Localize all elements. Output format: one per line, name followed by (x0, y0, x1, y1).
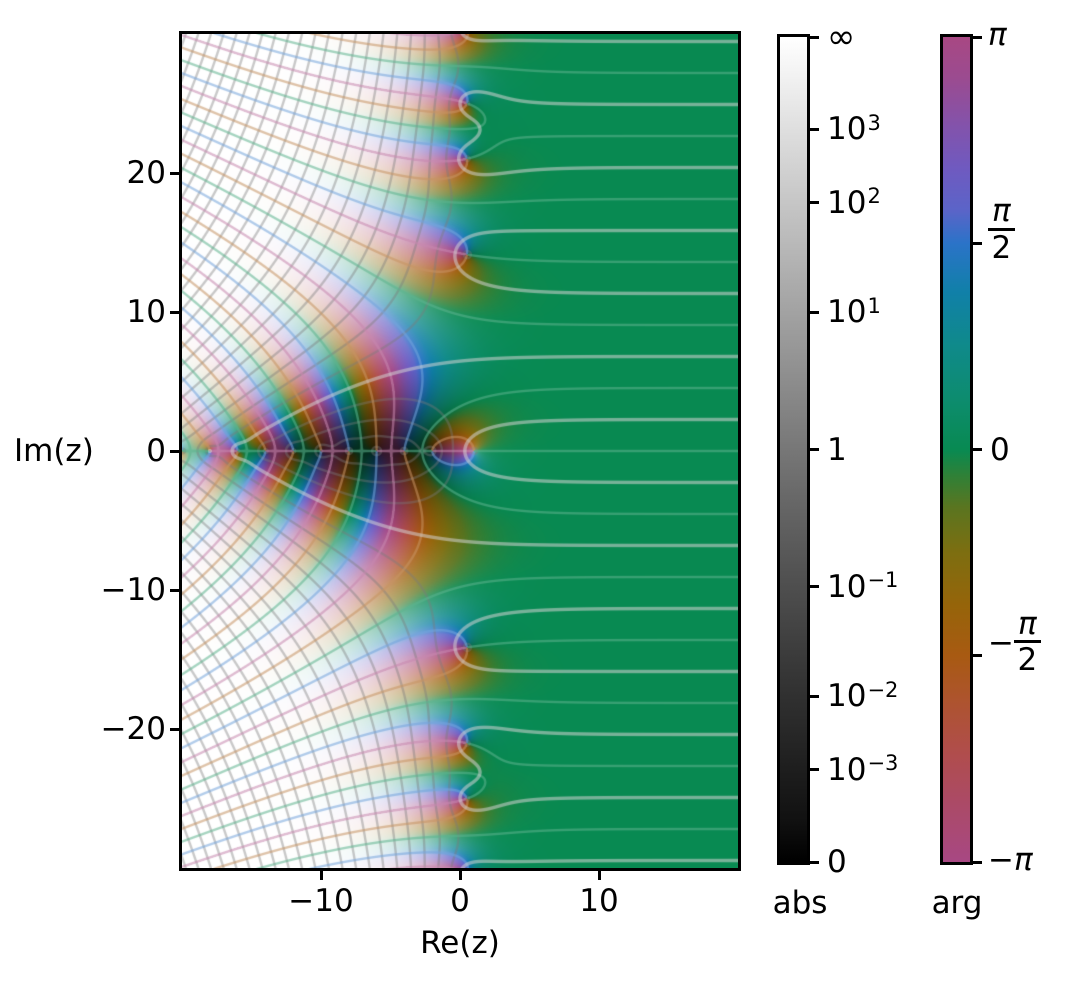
x-axis-label: Re(z) (420, 925, 500, 961)
y-tick-label: 10 (126, 294, 166, 330)
arg-colorbar-title: arg (931, 885, 983, 921)
arg-colorbar-tick-label: − π 2 (988, 608, 1041, 679)
abs-colorbar-tick-label: 102 (827, 184, 881, 221)
y-tick-label: −10 (100, 572, 166, 608)
fraction-denominator: 2 (991, 229, 1012, 266)
plot-frame (179, 31, 741, 871)
exponent: 3 (867, 110, 881, 135)
y-tick-mark (170, 449, 179, 453)
arg-colorbar-frame (940, 34, 973, 865)
pi-symbol: π (988, 17, 1007, 53)
exponent: −1 (867, 568, 899, 593)
domain-coloring-canvas (182, 34, 738, 868)
abs-colorbar-tick-mark (810, 860, 819, 864)
abs-colorbar-tick-label: 1 (827, 431, 847, 468)
exponent: −2 (867, 678, 899, 703)
fraction-numerator: π (988, 195, 1015, 231)
y-tick-label: 0 (146, 433, 166, 469)
arg-colorbar-tick-mark (973, 448, 982, 451)
minus-sign: − (988, 842, 1014, 878)
fraction-numerator: π (1013, 608, 1041, 644)
arg-colorbar-tick-label: 0 (990, 431, 1010, 468)
pi-symbol: π (1013, 842, 1033, 878)
exponent: −3 (867, 751, 899, 776)
y-axis-label: Im(z) (14, 433, 94, 469)
abs-colorbar-tick-label: ∞ (827, 17, 856, 57)
arg-colorbar-gradient (943, 37, 970, 862)
abs-colorbar-tick-mark (810, 127, 819, 131)
abs-colorbar-tick-mark (810, 768, 819, 772)
abs-colorbar-tick-mark (810, 448, 819, 451)
x-tick-mark (319, 871, 323, 880)
abs-colorbar-tick-mark (810, 35, 819, 39)
y-tick-mark (170, 588, 179, 592)
minus-sign: − (988, 624, 1014, 661)
exponent: 2 (867, 184, 881, 209)
abs-colorbar-tick-mark (810, 694, 819, 698)
abs-colorbar-tick-mark (810, 201, 819, 205)
abs-colorbar-gradient (780, 37, 807, 862)
abs-colorbar-tick-label: 103 (827, 110, 881, 148)
arg-colorbar-tick-label: π (988, 17, 1007, 53)
y-tick-mark (170, 727, 179, 731)
y-tick-label: 20 (126, 155, 166, 191)
y-tick-label: −20 (100, 711, 166, 747)
x-tick-label: −10 (288, 883, 354, 919)
abs-colorbar-frame (777, 34, 810, 865)
arg-colorbar-tick-label: − π (988, 842, 1033, 878)
abs-colorbar-tick-label: 0 (827, 844, 847, 880)
abs-colorbar-tick-label: 10−3 (827, 751, 899, 788)
y-tick-mark (170, 171, 179, 175)
x-tick-mark (597, 871, 601, 880)
abs-colorbar-tick-label: 10−1 (827, 568, 899, 605)
exponent: 1 (867, 294, 881, 319)
abs-colorbar-title: abs (772, 885, 828, 921)
abs-colorbar-tick-mark (810, 585, 819, 589)
y-tick-mark (170, 310, 179, 314)
arg-colorbar-tick-mark (973, 35, 982, 39)
x-tick-label: 0 (450, 883, 470, 919)
arg-colorbar-tick-mark (973, 654, 982, 658)
abs-colorbar-tick-label: 101 (827, 294, 881, 331)
arg-colorbar-tick-mark (973, 860, 982, 864)
abs-colorbar-tick-mark (810, 310, 819, 314)
x-tick-label: 10 (579, 883, 619, 919)
x-tick-mark (458, 871, 462, 880)
abs-colorbar-tick-label: 10−2 (827, 678, 899, 715)
arg-colorbar-tick-mark (973, 241, 982, 245)
fraction-denominator: 2 (1017, 642, 1038, 679)
